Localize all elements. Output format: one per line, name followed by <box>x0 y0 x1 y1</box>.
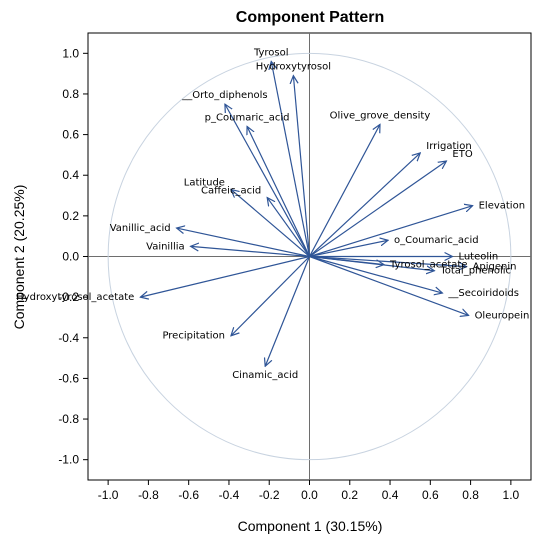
label-o-coumaric-acid: o_Coumaric_acid <box>394 235 479 246</box>
vector-eto <box>309 161 447 257</box>
vector-latitude <box>231 189 310 257</box>
y-tick-label: 0.4 <box>62 168 79 182</box>
vector-elevation <box>309 206 473 258</box>
label-hydroxytyrosol: Hydroxytyrosol <box>256 62 331 73</box>
chart-title: Component Pattern <box>236 9 384 26</box>
label-cinamic-acid: Cinamic_acid <box>232 370 298 381</box>
y-tick-label: -0.6 <box>58 371 79 385</box>
label-orto-diphenols: __Orto_diphenols <box>181 90 267 101</box>
label-vanillic-acid: Vanillic_acid <box>110 223 171 234</box>
label-luteolin: Luteolin <box>458 252 498 263</box>
y-axis-title: Component 2 (20.25%) <box>11 185 27 330</box>
x-tick-label: -0.6 <box>178 488 199 502</box>
x-tick-label: -0.2 <box>259 488 280 502</box>
loading-vectors <box>140 61 472 366</box>
y-tick-label: 0.2 <box>62 209 79 223</box>
vector-vainillia <box>191 246 310 258</box>
vector-o-coumaric-acid <box>309 240 389 258</box>
unit-circle <box>107 52 512 461</box>
x-tick-label: 0.2 <box>341 488 358 502</box>
label-oleuropein: Oleuropein <box>475 310 530 321</box>
x-axis-ticks: -1.0 -0.8 -0.6 -0.4 -0.2 0.0 0.2 0.4 0.6 0.8 1.0 <box>98 480 520 502</box>
unit-circle-layer <box>107 52 512 461</box>
label-hydroxytyrosol-acetate: Hydroxytyrosol_acetate <box>16 292 134 303</box>
vector-apigenin <box>309 255 467 267</box>
label-apigenin: Apigenin <box>473 262 517 273</box>
label-secoiridoids: __Secoiridoids <box>447 288 519 299</box>
vector-orto-diphenols <box>225 104 311 257</box>
label-olive-grove-density: Olive_grove_density <box>330 110 431 121</box>
y-tick-label: -0.4 <box>58 331 79 345</box>
vector-irrigation <box>309 153 421 257</box>
x-tick-label: 1.0 <box>503 488 520 502</box>
y-tick-label: -0.8 <box>58 412 79 426</box>
x-tick-label: -1.0 <box>98 488 119 502</box>
vector-secoiridoids <box>309 255 443 294</box>
y-tick-label: 0.0 <box>62 250 79 264</box>
label-total-phenolic: Total_phenolic <box>439 266 511 277</box>
label-eto: ETO <box>452 149 472 160</box>
vector-olive-grove-density <box>308 124 380 257</box>
y-tick-label: -1.0 <box>58 453 79 467</box>
y-tick-label: 1.0 <box>62 46 79 60</box>
label-elevation: Elevation <box>479 201 525 212</box>
label-p-coumaric-acid: p_Coumaric_acid <box>205 112 290 123</box>
label-tyrosol: Tyrosol <box>253 47 289 58</box>
x-tick-label: 0.4 <box>382 488 399 502</box>
vector-hydroxytyrosol <box>293 76 311 257</box>
vector-precipitation <box>231 256 310 336</box>
label-irrigation: Irrigation <box>426 141 471 152</box>
label-latitude: Latitude <box>184 177 225 188</box>
vector-hydroxytyrosol-acetate <box>140 255 310 298</box>
label-caffeic-acid: Caffeic_acid <box>201 186 261 197</box>
vector-vanillic-acid <box>177 228 310 258</box>
label-vainillia: Vainillia <box>146 241 185 252</box>
x-tick-label: -0.8 <box>138 488 159 502</box>
vector-cinamic-acid <box>265 256 311 367</box>
vector-tyrosol <box>271 61 311 257</box>
x-tick-label: 0.8 <box>462 488 479 502</box>
y-tick-label: 0.6 <box>62 128 79 142</box>
y-tick-label: -0.2 <box>58 290 79 304</box>
variable-labels: Tyrosol Hydroxytyrosol __Orto_diphenols p_C… <box>16 47 529 381</box>
x-tick-label: 0.0 <box>301 488 318 502</box>
x-tick-label: -0.4 <box>219 488 240 502</box>
x-tick-label: 0.6 <box>422 488 439 502</box>
vector-total-phenolic <box>309 255 435 271</box>
vector-p-coumaric-acid <box>247 126 311 257</box>
vector-caffeic-acid <box>267 198 310 257</box>
y-tick-label: 0.8 <box>62 87 79 101</box>
label-precipitation: Precipitation <box>162 331 225 342</box>
vector-oleuropein <box>309 255 469 316</box>
label-tyrosol-acetate: Tyrosol_acetate <box>389 260 468 271</box>
y-axis-ticks: 1.0 0.8 0.6 0.4 0.2 0.0 -0.2 -0.4 -0.6 -0.8 -1.0 <box>58 46 88 467</box>
x-axis-title: Component 1 (30.15%) <box>238 518 383 534</box>
